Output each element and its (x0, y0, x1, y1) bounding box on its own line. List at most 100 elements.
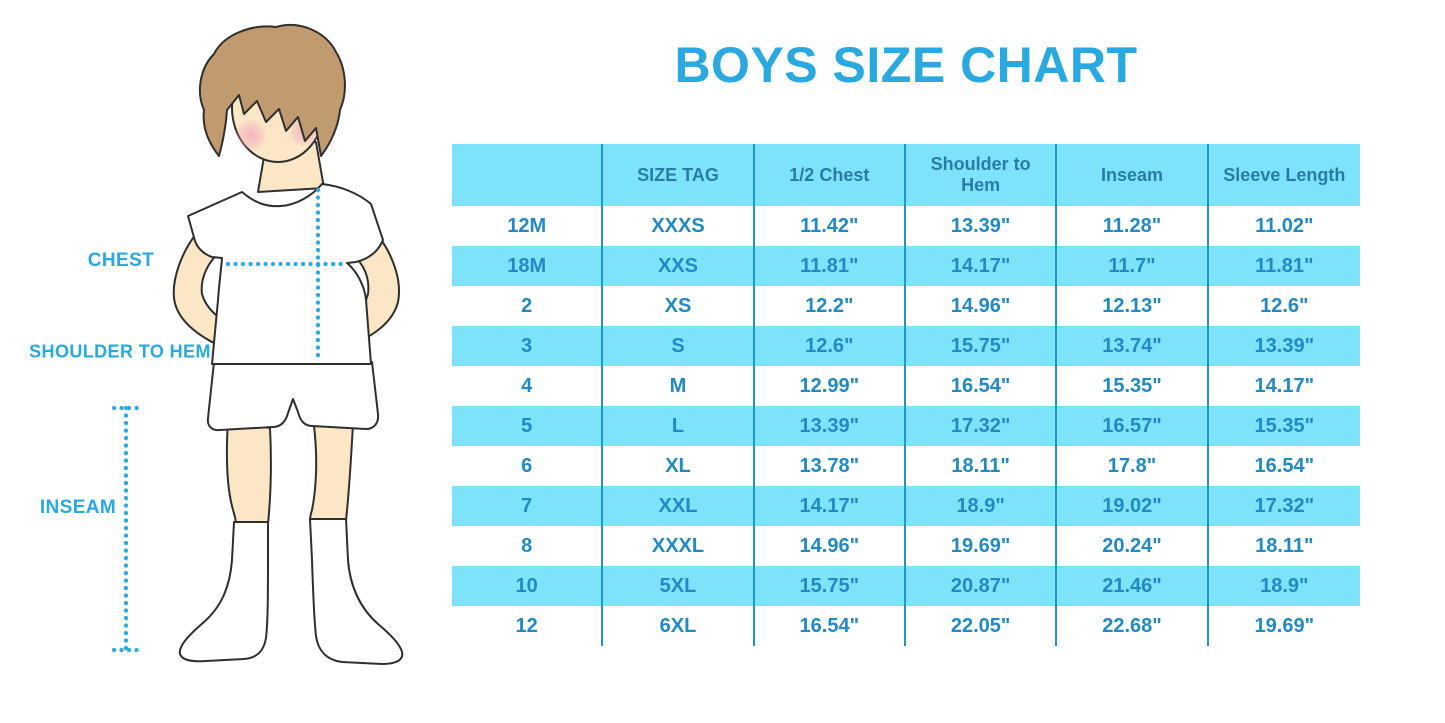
table-cell: 16.57" (1057, 406, 1209, 446)
table-row: 4 M 12.99" 16.54" 15.35" 14.17" (452, 366, 1360, 406)
table-row: 8 XXXL 14.96" 19.69" 20.24" 18.11" (452, 526, 1360, 566)
table-cell: 8 (452, 526, 604, 566)
table-cell: 15.35" (1057, 366, 1209, 406)
table-cell: 21.46" (1057, 566, 1209, 606)
table-cell: 13.74" (1057, 326, 1209, 366)
table-row: 10 5XL 15.75" 20.87" 21.46" 18.9" (452, 566, 1360, 606)
table-cell: XXXL (603, 526, 755, 566)
table-cell: XXL (603, 486, 755, 526)
hair (198, 24, 346, 157)
table-row: 2 XS 12.2" 14.96" 12.13" 12.6" (452, 286, 1360, 326)
table-cell: XXS (603, 246, 755, 286)
table-cell: 17.8" (1057, 446, 1209, 486)
table-cell: 11.42" (754, 206, 906, 246)
table-cell: 13.39" (1208, 326, 1360, 366)
table-cell: XS (603, 286, 755, 326)
table-cell: 18.11" (905, 446, 1058, 486)
table-cell: 18.9" (1208, 566, 1360, 606)
table-cell: 20.24" (1057, 526, 1209, 566)
table-cell: 19.69" (905, 526, 1058, 566)
table-cell: 5 (452, 406, 604, 446)
table-cell: 7 (452, 486, 604, 526)
table-cell: 19.02" (1057, 486, 1209, 526)
table-cell: 18.9" (905, 486, 1058, 526)
table-cell: 13.39" (905, 206, 1058, 246)
table-cell: 19.69" (1208, 606, 1360, 646)
table-cell: S (603, 326, 755, 366)
table-cell: 16.54" (1208, 446, 1360, 486)
table-cell: 16.54" (754, 606, 906, 646)
table-cell: 12.99" (754, 366, 906, 406)
table-cell: 11.7" (1057, 246, 1209, 286)
table-cell: 16.54" (905, 366, 1058, 406)
inseam-label: INSEAM (39, 497, 117, 518)
shoulder-to-hem-label: SHOULDER TO HEM (29, 341, 211, 362)
table-cell: 12.13" (1057, 286, 1209, 326)
table-cell: 17.32" (905, 406, 1058, 446)
right-sock (309, 518, 404, 665)
table-cell: 14.96" (754, 526, 906, 566)
table-cell: 15.75" (754, 566, 906, 606)
boy-illustration (111, 24, 404, 665)
header-cell: Sleeve Length (1208, 144, 1360, 206)
table-cell: 12M (452, 206, 604, 246)
header-cell: SIZE TAG (603, 144, 755, 206)
table-cell: 11.28" (1057, 206, 1209, 246)
table-cell: 17.32" (1208, 486, 1360, 526)
table-cell: 22.05" (905, 606, 1058, 646)
table-cell: 6XL (603, 606, 755, 646)
table-cell: 22.68" (1057, 606, 1209, 646)
table-cell: 15.35" (1208, 406, 1360, 446)
chest-label: CHEST (87, 250, 155, 271)
table-cell: 4 (452, 366, 604, 406)
table-row: 12M XXXS 11.42" 13.39" 11.28" 11.02" (452, 206, 1360, 246)
table-cell: 11.81" (1208, 246, 1360, 286)
table-cell: 12.2" (754, 286, 906, 326)
table-cell: 14.17" (1208, 366, 1360, 406)
table-cell: 13.39" (754, 406, 906, 446)
table-cell: 12.6" (754, 326, 906, 366)
table-cell: 11.02" (1208, 206, 1360, 246)
left-sock (178, 521, 269, 663)
table-cell: 12.6" (1208, 286, 1360, 326)
table-row: 3 S 12.6" 15.75" 13.74" 13.39" (452, 326, 1360, 366)
header-cell: Inseam (1057, 144, 1209, 206)
table-cell: 13.78" (754, 446, 906, 486)
table-cell: 10 (452, 566, 604, 606)
right-leg (309, 423, 354, 522)
table-cell: 5XL (603, 566, 755, 606)
shirt (187, 183, 384, 365)
table-row: 18M XXS 11.81" 14.17" 11.7" 11.81" (452, 246, 1360, 286)
table-cell: 18M (452, 246, 604, 286)
table-row: 7 XXL 14.17" 18.9" 19.02" 17.32" (452, 486, 1360, 526)
table-cell: XXXS (603, 206, 755, 246)
table-cell: 20.87" (905, 566, 1058, 606)
table-cell: XL (603, 446, 755, 486)
table-cell: 14.96" (905, 286, 1058, 326)
left-cheek (235, 119, 267, 151)
header-cell: Shoulder to Hem (905, 144, 1058, 206)
table-cell: 14.17" (905, 246, 1058, 286)
table-cell: 15.75" (905, 326, 1058, 366)
size-table-header: SIZE TAG 1/2 Chest Shoulder to Hem Inseam Sl… (452, 144, 1360, 206)
table-row: 12 6XL 16.54" 22.05" 22.68" 19.69" (452, 606, 1360, 646)
left-leg (225, 419, 272, 525)
size-table: SIZE TAG 1/2 Chest Shoulder to Hem Inseam Sl… (452, 144, 1360, 646)
header-cell (452, 144, 604, 206)
table-cell: 3 (452, 326, 604, 366)
table-cell: L (603, 406, 755, 446)
table-cell: 18.11" (1208, 526, 1360, 566)
page-title: BOYS SIZE CHART (674, 37, 1138, 93)
table-row: 6 XL 13.78" 18.11" 17.8" 16.54" (452, 446, 1360, 486)
table-row: 5 L 13.39" 17.32" 16.57" 15.35" (452, 406, 1360, 446)
table-cell: 12 (452, 606, 604, 646)
table-cell: 2 (452, 286, 604, 326)
table-cell: 11.81" (754, 246, 906, 286)
header-cell: 1/2 Chest (754, 144, 906, 206)
table-cell: 6 (452, 446, 604, 486)
table-cell: 14.17" (754, 486, 906, 526)
table-cell: M (603, 366, 755, 406)
shorts (206, 361, 380, 432)
size-table-body: 12M XXXS 11.42" 13.39" 11.28" 11.02" 18M XXS 11.… (452, 206, 1360, 646)
